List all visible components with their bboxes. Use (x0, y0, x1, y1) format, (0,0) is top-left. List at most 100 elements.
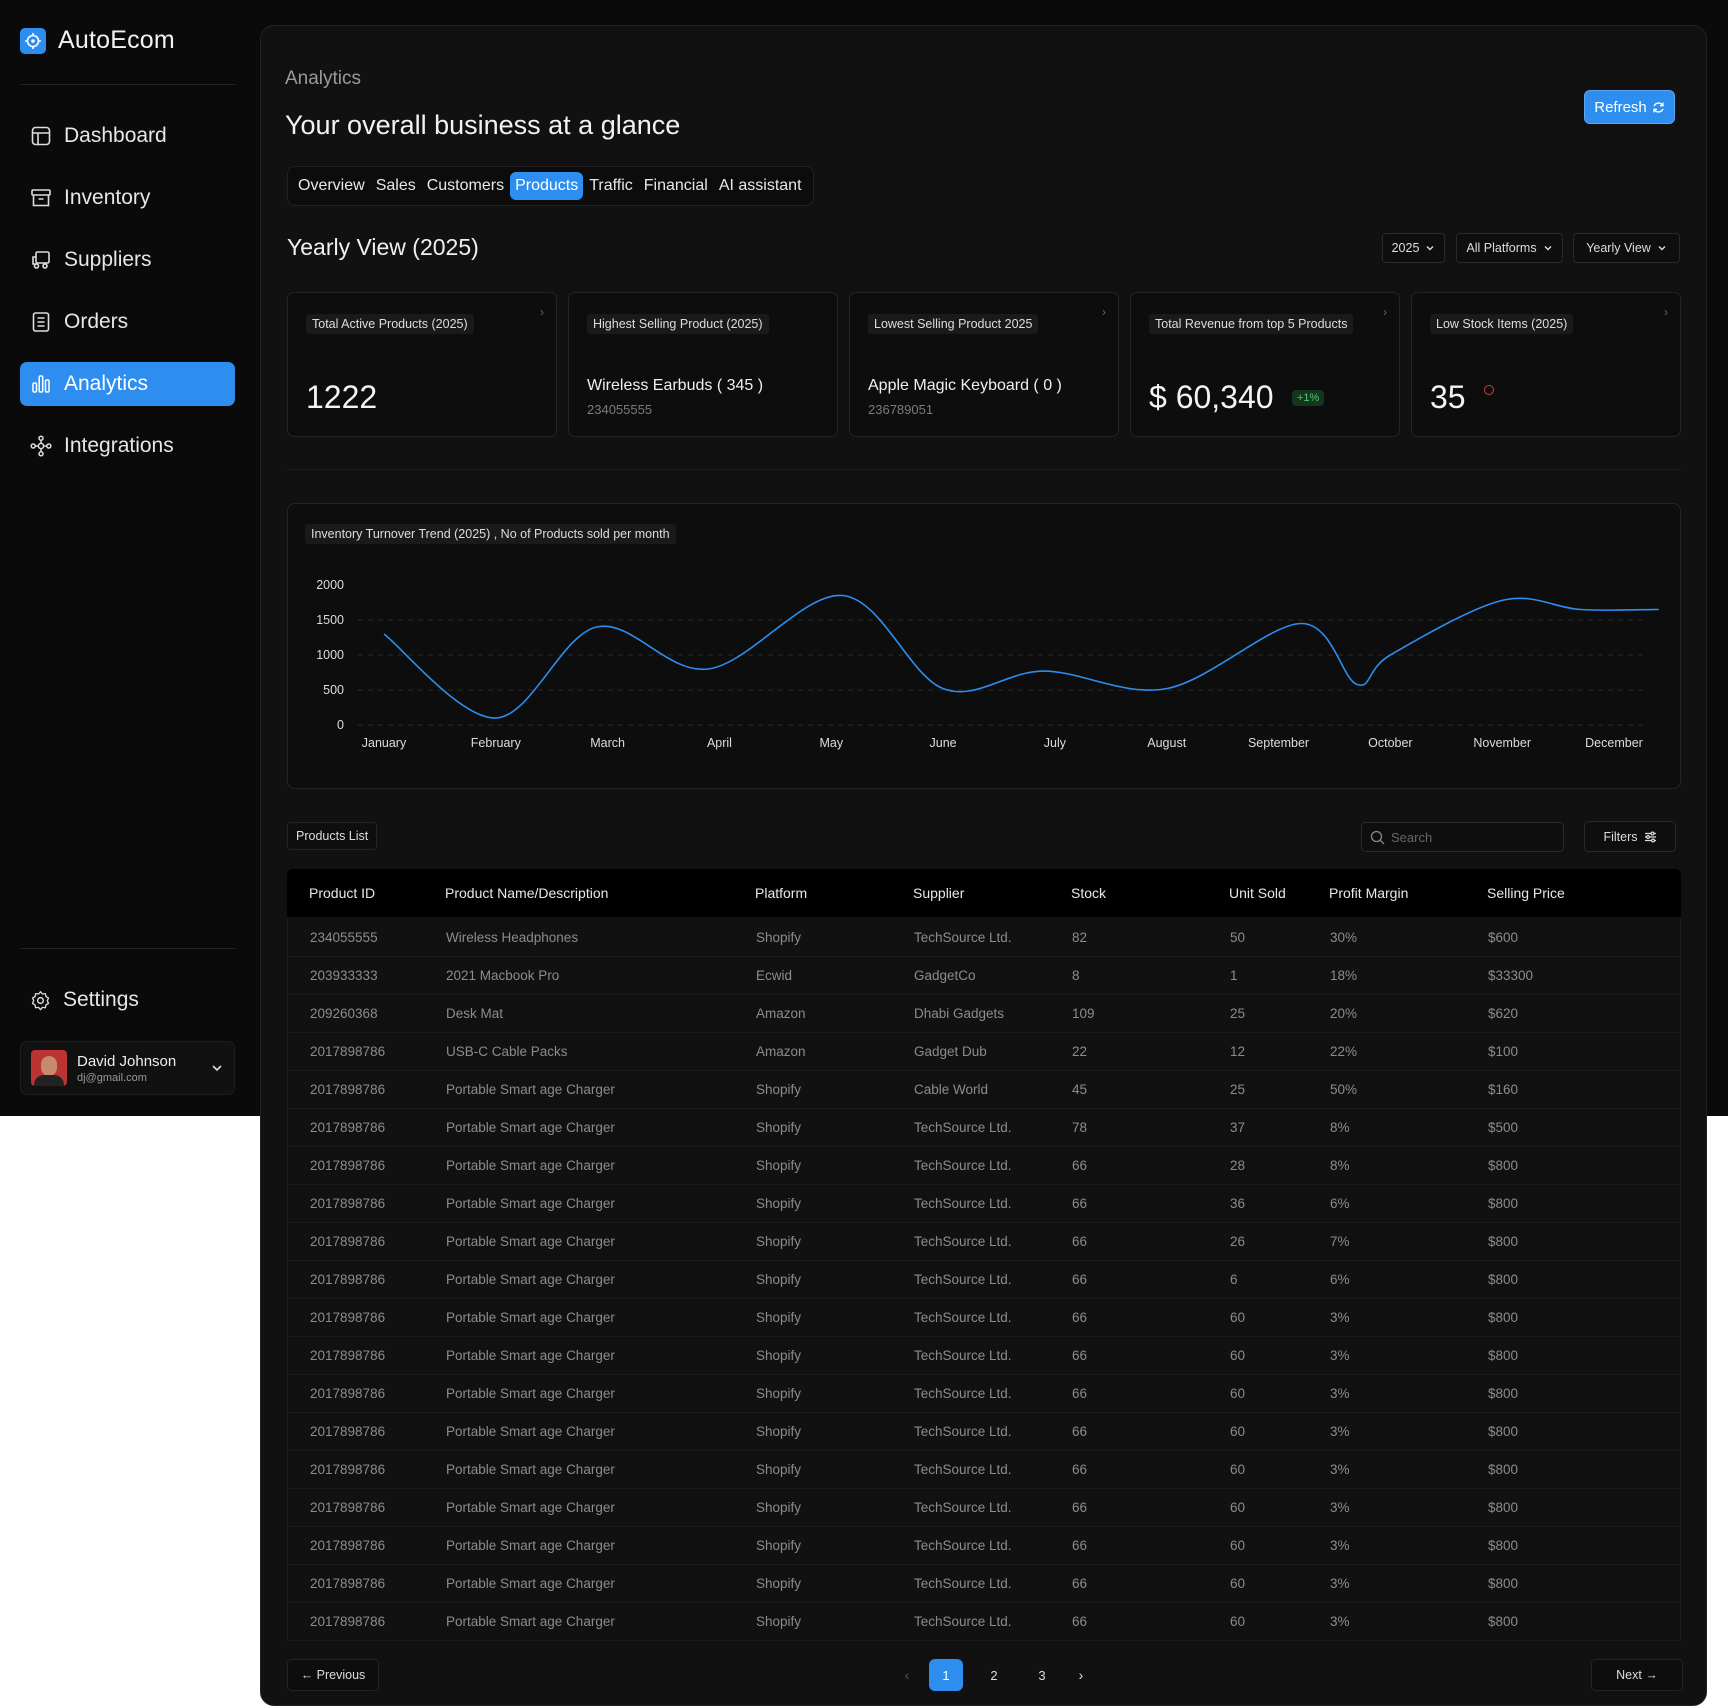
card-low-stock-items[interactable]: Low Stock Items (2025) › 35 (1411, 292, 1681, 437)
cell-profit-margin: 7% (1330, 1234, 1350, 1249)
product-id: 234055555 (587, 402, 653, 417)
search-input[interactable] (1391, 829, 1561, 845)
col-profit-margin[interactable]: Profit Margin (1329, 885, 1409, 901)
table-row[interactable]: 2017898786 Portable Smart age Charger Shop… (288, 1527, 1680, 1565)
tab-ai-assistant[interactable]: AI assistant (718, 177, 802, 194)
table-row[interactable]: 2017898786 Portable Smart age Charger Shop… (288, 1147, 1680, 1185)
page-2[interactable]: 2 (990, 1667, 998, 1683)
table-row[interactable]: 234055555 Wireless Headphones Shopify TechS… (288, 919, 1680, 957)
table-row[interactable]: 2017898786 Portable Smart age Charger Shop… (288, 1223, 1680, 1261)
page-1[interactable]: 1 (929, 1659, 963, 1691)
cell-selling-price: $800 (1488, 1462, 1519, 1477)
card-label: Low Stock Items (2025) (1430, 314, 1574, 334)
table-row[interactable]: 2017898786 Portable Smart age Charger Shop… (288, 1375, 1680, 1413)
sidebar-item-integrations[interactable]: Integrations (20, 424, 235, 468)
page-3[interactable]: 3 (1038, 1667, 1046, 1683)
chevron-left-icon[interactable]: ‹ (904, 1667, 910, 1683)
card-highest-selling-product[interactable]: Highest Selling Product (2025) Wireless … (568, 292, 838, 437)
sidebar-item-dashboard[interactable]: Dashboard (20, 114, 235, 158)
table-row[interactable]: 203933333 2021 Macbook Pro Ecwid GadgetCo 8 1… (288, 957, 1680, 995)
tab-financial[interactable]: Financial (643, 177, 708, 194)
next-button[interactable]: Next → (1591, 1659, 1683, 1691)
table-row[interactable]: 2017898786 Portable Smart age Charger Shop… (288, 1565, 1680, 1603)
search-box[interactable] (1361, 822, 1564, 852)
sidebar-item-label: Integrations (64, 434, 174, 457)
cell-supplier: TechSource Ltd. (914, 1614, 1012, 1629)
table-row[interactable]: 2017898786 Portable Smart age Charger Shop… (288, 1071, 1680, 1109)
table-row[interactable]: 2017898786 Portable Smart age Charger Shop… (288, 1299, 1680, 1337)
sidebar-item-suppliers[interactable]: Suppliers (20, 238, 235, 282)
sidebar-item-settings[interactable]: Settings (30, 988, 139, 1012)
card-total-active-products[interactable]: Total Active Products (2025) › 1222 (287, 292, 557, 437)
chevron-right-icon[interactable]: › (1078, 1667, 1084, 1683)
tab-traffic[interactable]: Traffic (589, 177, 633, 194)
user-menu[interactable]: David Johnson dj@gmail.com (20, 1041, 235, 1095)
previous-button[interactable]: ← Previous (287, 1659, 379, 1691)
sidebar-item-analytics[interactable]: Analytics (20, 362, 235, 406)
cell-stock: 66 (1072, 1576, 1088, 1591)
table-row[interactable]: 209260368 Desk Mat Amazon Dhabi Gadgets 109 2… (288, 995, 1680, 1033)
filters-button[interactable]: Filters (1584, 821, 1676, 852)
cell-product-name: Portable Smart age Charger (446, 1272, 615, 1287)
cell-platform: Shopify (756, 1234, 802, 1249)
refresh-button[interactable]: Refresh (1584, 90, 1675, 124)
app-logo[interactable]: AutoEcom (20, 26, 175, 55)
cell-stock: 66 (1072, 1234, 1088, 1249)
cell-selling-price: $160 (1488, 1082, 1519, 1097)
cell-stock: 66 (1072, 1424, 1088, 1439)
table-row[interactable]: 2017898786 Portable Smart age Charger Shop… (288, 1489, 1680, 1527)
cell-selling-price: $33300 (1488, 968, 1534, 983)
card-total-revenue[interactable]: Total Revenue from top 5 Products › $ 60… (1130, 292, 1400, 437)
bar-chart-icon (32, 375, 50, 393)
table-row[interactable]: 2017898786 Portable Smart age Charger Shop… (288, 1109, 1680, 1147)
cell-product-name: Portable Smart age Charger (446, 1196, 615, 1211)
cell-product-id: 2017898786 (310, 1424, 386, 1439)
card-label: Lowest Selling Product 2025 (868, 314, 1039, 334)
tab-overview[interactable]: Overview (298, 177, 365, 194)
cell-unit-sold: 60 (1230, 1310, 1246, 1325)
series-line (383, 594, 1659, 719)
col-unit-sold[interactable]: Unit Sold (1229, 885, 1286, 901)
sidebar-item-inventory[interactable]: Inventory (20, 176, 235, 220)
gear-icon (31, 990, 50, 1010)
x-tick-label: May (819, 736, 843, 750)
col-selling-price[interactable]: Selling Price (1487, 885, 1565, 901)
col-product-id[interactable]: Product ID (309, 885, 376, 901)
cell-product-id: 2017898786 (310, 1120, 386, 1135)
table-row[interactable]: 2017898786 Portable Smart age Charger Shop… (288, 1337, 1680, 1375)
cell-platform: Shopify (756, 1386, 802, 1401)
cell-unit-sold: 36 (1230, 1196, 1246, 1211)
sidebar-item-label: Dashboard (64, 124, 167, 147)
card-lowest-selling-product[interactable]: Lowest Selling Product 2025 › Apple Magi… (849, 292, 1119, 437)
cell-supplier: TechSource Ltd. (914, 1538, 1012, 1553)
year-select[interactable]: 2025 (1382, 233, 1445, 263)
tab-products[interactable]: Products (510, 172, 584, 200)
col-platform[interactable]: Platform (755, 885, 808, 901)
cell-product-name: Portable Smart age Charger (446, 1576, 615, 1591)
view-select[interactable]: Yearly View (1573, 233, 1680, 263)
table-row[interactable]: 2017898786 Portable Smart age Charger Shop… (288, 1413, 1680, 1451)
page-title: Your overall business at a glance (285, 110, 681, 140)
tab-sales[interactable]: Sales (375, 177, 416, 194)
cell-selling-price: $800 (1488, 1576, 1519, 1591)
cell-stock: 109 (1072, 1006, 1095, 1021)
cell-platform: Shopify (756, 1082, 802, 1097)
table-row[interactable]: 2017898786 Portable Smart age Charger Shop… (288, 1185, 1680, 1223)
table-row[interactable]: 2017898786 Portable Smart age Charger Shop… (288, 1603, 1680, 1641)
col-supplier[interactable]: Supplier (913, 885, 965, 901)
table-row[interactable]: 2017898786 Portable Smart age Charger Shop… (288, 1261, 1680, 1299)
tab-customers[interactable]: Customers (426, 177, 505, 194)
cell-profit-margin: 3% (1330, 1386, 1350, 1401)
table-row[interactable]: 2017898786 Portable Smart age Charger Shop… (288, 1451, 1680, 1489)
cell-product-id: 2017898786 (310, 1310, 386, 1325)
platform-select[interactable]: All Platforms (1456, 233, 1563, 263)
sidebar-item-orders[interactable]: Orders (20, 300, 235, 344)
chevron-down-icon[interactable] (210, 1061, 224, 1075)
cell-unit-sold: 25 (1230, 1006, 1246, 1021)
cell-selling-price: $600 (1488, 930, 1519, 945)
col-product-name[interactable]: Product Name/Description (445, 885, 609, 901)
table-row[interactable]: 2017898786 USB-C Cable Packs Amazon Gadget … (288, 1033, 1680, 1071)
col-stock[interactable]: Stock (1071, 885, 1107, 901)
cell-supplier: Dhabi Gadgets (914, 1006, 1005, 1021)
cell-product-name: Portable Smart age Charger (446, 1500, 615, 1515)
